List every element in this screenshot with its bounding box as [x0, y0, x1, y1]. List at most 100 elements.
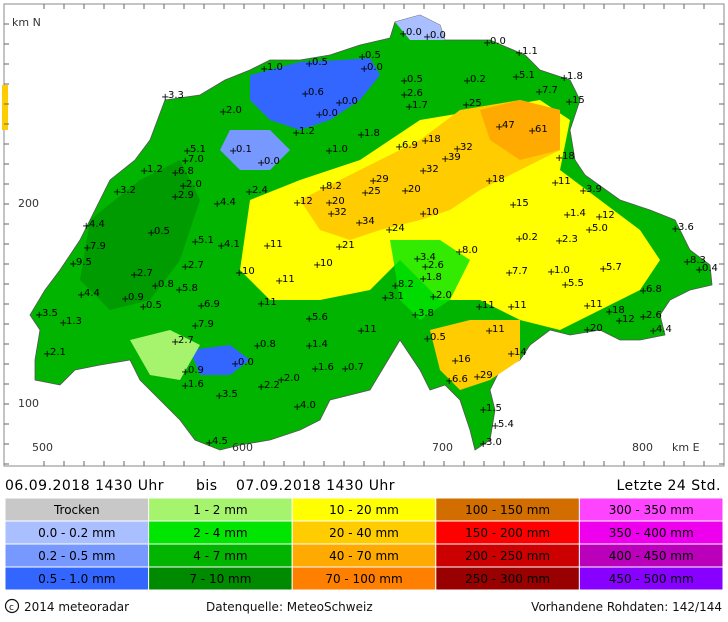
station-value: 32	[334, 207, 347, 218]
station-value: 32	[426, 164, 439, 175]
station-marker: +	[555, 236, 563, 247]
station-marker: +	[419, 209, 427, 220]
station-marker: +	[547, 267, 555, 278]
station-value: 1.1	[522, 46, 538, 57]
legend-label: 40 - 70 mm	[329, 549, 399, 563]
station-value: 2.7	[178, 335, 194, 346]
station-value: 2.2	[264, 380, 280, 391]
station-marker: +	[485, 176, 493, 187]
station-marker: +	[400, 76, 408, 87]
station-marker: +	[357, 130, 365, 141]
station-marker: +	[231, 359, 239, 370]
station-marker: +	[305, 341, 313, 352]
station-value: 10	[242, 266, 255, 277]
station-marker: +	[451, 356, 459, 367]
station-marker: +	[197, 301, 205, 312]
station-value: 8.2	[398, 279, 414, 290]
station-marker: +	[429, 292, 437, 303]
station-value: 25	[368, 186, 381, 197]
station-value: 0.0	[490, 36, 506, 47]
station-marker: +	[579, 186, 587, 197]
station-marker: +	[253, 341, 261, 352]
station-marker: +	[171, 337, 179, 348]
station-value: 0.2	[522, 232, 538, 243]
station-value: 20	[332, 196, 345, 207]
station-marker: +	[421, 136, 429, 147]
station-marker: +	[441, 154, 449, 165]
station-marker: +	[423, 334, 431, 345]
station-marker: +	[229, 146, 237, 157]
station-value: 11	[558, 176, 571, 187]
station-marker: +	[560, 73, 568, 84]
station-value: 20	[408, 184, 421, 195]
station-marker: +	[213, 199, 221, 210]
station-marker: +	[257, 158, 265, 169]
station-marker: +	[205, 438, 213, 449]
station-value: 0.2	[470, 74, 486, 85]
station-value: 18	[612, 305, 625, 316]
station-value: 11	[590, 299, 603, 310]
station-value: 4.4	[656, 324, 672, 335]
station-marker: +	[140, 166, 148, 177]
station-value: 0.0	[342, 96, 358, 107]
station-marker: +	[235, 268, 243, 279]
station-marker: +	[639, 312, 647, 323]
station-marker: +	[411, 310, 419, 321]
station-marker: +	[335, 98, 343, 109]
map-shapes	[2, 14, 713, 451]
station-marker: +	[260, 64, 268, 75]
x-tick-label: 500	[32, 441, 53, 454]
station-value: 14	[514, 347, 527, 358]
station-marker: +	[181, 156, 189, 167]
station-value: 2.0	[186, 179, 202, 190]
station-marker: +	[217, 241, 225, 252]
station-marker: +	[358, 52, 366, 63]
axis-label-north: km N	[12, 16, 41, 29]
station-value: 34	[362, 216, 375, 227]
station-marker: +	[381, 293, 389, 304]
copyright: 2014 meteoradar	[24, 600, 129, 614]
station-marker: +	[599, 264, 607, 275]
station-value: 2.7	[188, 260, 204, 271]
station-value: 3.3	[168, 90, 184, 101]
station-marker: +	[191, 321, 199, 332]
station-value: 6.6	[452, 374, 468, 385]
station-marker: +	[59, 318, 67, 329]
station-value: 5.0	[592, 223, 608, 234]
station-value: 3.5	[222, 389, 238, 400]
station-value: 29	[480, 370, 493, 381]
legend-label: 250 - 300 mm	[465, 572, 550, 586]
station-marker: +	[191, 237, 199, 248]
station-marker: +	[475, 302, 483, 313]
station-marker: +	[341, 364, 349, 375]
station-value: 0.8	[260, 339, 276, 350]
station-marker: +	[325, 146, 333, 157]
station-value: 0.9	[188, 365, 204, 376]
station-marker: +	[151, 281, 159, 292]
station-value: 0.1	[236, 144, 252, 155]
station-value: 16	[458, 354, 471, 365]
station-value: 12	[602, 210, 615, 221]
station-marker: +	[311, 364, 319, 375]
station-marker: +	[399, 29, 407, 40]
station-value: 1.2	[147, 164, 163, 175]
station-value: 0.0	[238, 357, 254, 368]
legend-label: 7 - 10 mm	[189, 572, 251, 586]
station-value: 0.0	[367, 62, 383, 73]
legend-label: 0.0 - 0.2 mm	[38, 526, 115, 540]
y-tick-label: 100	[18, 397, 39, 410]
station-value: 11	[514, 300, 527, 311]
station-value: 0.0	[406, 27, 422, 38]
date-to: 07.09.2018 1430 Uhr	[236, 478, 395, 494]
station-marker: +	[327, 209, 335, 220]
station-value: 7.7	[542, 85, 558, 96]
station-marker: +	[507, 349, 515, 360]
station-marker: +	[421, 262, 429, 273]
station-value: 5.1	[519, 70, 535, 81]
station-marker: +	[551, 178, 559, 189]
station-value: 5.1	[190, 144, 206, 155]
station-value: 1.8	[567, 71, 583, 82]
station-marker: +	[413, 254, 421, 265]
station-value: 0.5	[154, 226, 170, 237]
station-marker: +	[515, 48, 523, 59]
